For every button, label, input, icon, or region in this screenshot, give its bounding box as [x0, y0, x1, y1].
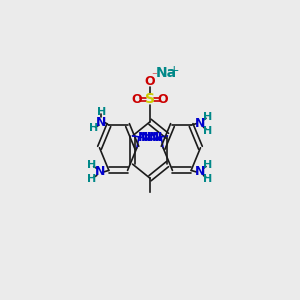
Text: H: H — [89, 123, 99, 133]
Text: H: H — [87, 174, 97, 184]
Text: N: N — [95, 165, 105, 178]
Text: N: N — [140, 131, 151, 144]
Text: H: H — [87, 160, 97, 170]
Text: N: N — [195, 165, 205, 178]
Text: Na: Na — [155, 66, 176, 80]
Text: +: + — [169, 64, 180, 77]
Text: H: H — [203, 174, 212, 184]
Text: N: N — [195, 117, 205, 130]
Text: S: S — [145, 92, 155, 106]
Text: N: N — [152, 131, 163, 144]
Text: O: O — [158, 93, 169, 106]
Text: N: N — [149, 131, 160, 144]
Text: H: H — [203, 126, 212, 136]
Text: N: N — [96, 116, 106, 129]
Text: H: H — [203, 112, 212, 122]
Text: N: N — [137, 131, 148, 144]
Text: H: H — [97, 107, 106, 117]
Text: H: H — [203, 160, 212, 170]
Text: O: O — [131, 93, 142, 106]
Text: O: O — [145, 75, 155, 88]
Text: ⁻: ⁻ — [152, 71, 158, 81]
